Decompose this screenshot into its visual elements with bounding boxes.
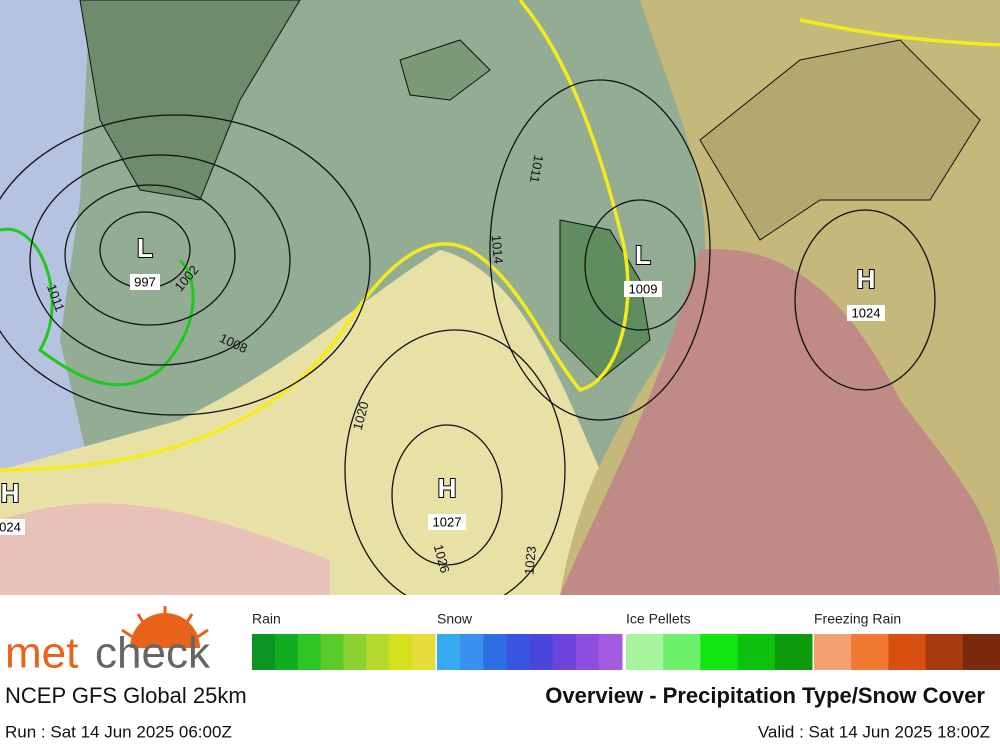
legend-swatch (343, 634, 367, 670)
legend-swatch (366, 634, 390, 670)
run-time: Run : Sat 14 Jun 2025 06:00Z (5, 722, 232, 741)
valid-time: Valid : Sat 14 Jun 2025 18:00Z (758, 722, 990, 741)
legend-swatch (274, 634, 299, 670)
pressure-value: 1009 (629, 281, 658, 296)
legend-swatch (626, 634, 664, 670)
legend-swatch (483, 634, 507, 670)
legend-swatch (888, 634, 927, 670)
pressure-value-box (0, 519, 25, 535)
legend-label: Snow (437, 611, 473, 627)
legend-swatch (412, 634, 436, 670)
pressure-value-box (847, 305, 885, 321)
legend-label: Rain (252, 611, 281, 627)
legend-swatch (320, 634, 344, 670)
legend-swatch (437, 634, 461, 670)
legend-swatch (297, 634, 322, 670)
pressure-symbol: H (438, 473, 457, 503)
map: 1011 1002 1008 1014 1011 1020 1026 1023 … (0, 0, 1000, 611)
pressure-symbol: L (635, 240, 651, 270)
legend-swatch (252, 634, 276, 670)
pressure-symbol: H (857, 264, 876, 294)
legend-swatch (460, 634, 484, 670)
isobar-label: 1014 (489, 234, 506, 264)
legend-label: Freezing Rain (814, 611, 901, 627)
model-name: NCEP GFS Global 25km (5, 683, 247, 708)
legend-swatch (774, 634, 813, 670)
pressure-centers: L 997 L 1009 H 1024 H 1027 H 024 (0, 232, 885, 535)
pressure-symbol: H (1, 478, 20, 508)
legend-swatch (814, 634, 852, 670)
isobar-label: 1011 (527, 154, 547, 184)
isobar-label: 1026 (431, 543, 453, 575)
legend-swatch (552, 634, 577, 670)
legend-swatch (962, 634, 1000, 670)
pressure-value: 1024 (852, 305, 881, 320)
pressure-value: 024 (0, 519, 21, 534)
legend-swatch (529, 634, 554, 670)
isobar-label: 1020 (350, 400, 372, 432)
legend-swatch (737, 634, 776, 670)
pressure-value-box (624, 281, 662, 297)
logo-met: met (5, 629, 78, 678)
legend-swatch (925, 634, 964, 670)
legend-swatch (851, 634, 889, 670)
legend-swatch (506, 634, 530, 670)
logo: met check (5, 606, 211, 678)
logo-check: check (95, 629, 211, 678)
isobar-label: 1023 (521, 545, 538, 575)
legend-swatch (389, 634, 413, 670)
legend-swatch (598, 634, 623, 670)
legend-swatch (575, 634, 600, 670)
pressure-symbol: L (137, 233, 153, 263)
pressure-value-box (428, 514, 466, 530)
pressure-value: 1027 (433, 514, 462, 529)
legend: Rain Snow Ice Pellets Freezing Rain (252, 611, 1000, 670)
pressure-value: 997 (134, 274, 156, 289)
legend-label: Ice Pellets (626, 611, 691, 627)
legend-swatch (700, 634, 739, 670)
pressure-value-box (130, 274, 160, 290)
legend-swatch (663, 634, 701, 670)
map-title: Overview - Precipitation Type/Snow Cover (545, 683, 985, 708)
